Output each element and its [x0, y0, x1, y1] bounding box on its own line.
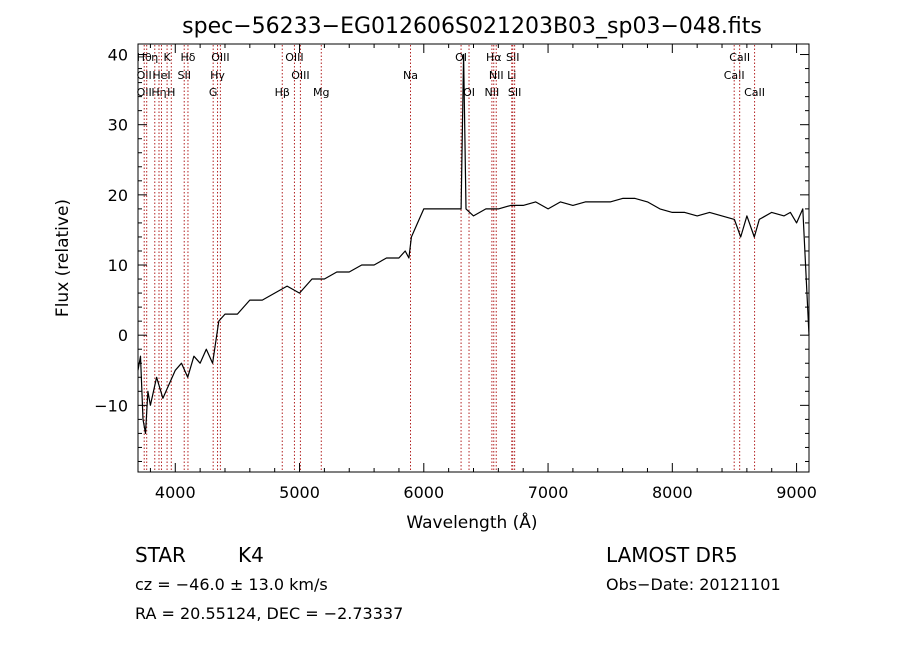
- spectral-line-label: Li: [507, 69, 516, 82]
- spectral-line-label: G: [209, 86, 218, 99]
- spectral-line-label: CaII: [724, 69, 745, 82]
- spectral-line-label: NII: [489, 69, 504, 82]
- spectral-line-label: η: [151, 51, 158, 64]
- spectral-line-label: CaII: [729, 51, 750, 64]
- spectral-line-label: CaII: [744, 86, 765, 99]
- redshift-cz: cz = −46.0 ± 13.0 km/s: [135, 575, 328, 594]
- plot-frame: [137, 43, 810, 473]
- star-subclass: K4: [238, 543, 264, 567]
- x-tick-label: 4000: [155, 483, 196, 502]
- spectral-line-label: K: [163, 51, 171, 64]
- spectral-line-label: OI: [463, 86, 475, 99]
- spectral-line-label: SII: [508, 86, 521, 99]
- y-tick-label: 20: [108, 186, 128, 205]
- x-tick-label: 8000: [652, 483, 693, 502]
- chart-title: spec−56233−EG012606S021203B03_sp03−048.f…: [182, 14, 762, 39]
- spectral-line-label: Hθ: [137, 51, 152, 64]
- spectral-line-label: OIII: [291, 69, 309, 82]
- spectral-line-label: SII: [177, 69, 190, 82]
- y-tick-label: −10: [94, 396, 128, 415]
- spectral-line-label: HeI: [152, 69, 170, 82]
- x-axis-label: Wavelength (Å): [406, 511, 537, 533]
- y-axis: −10 0 10 20 30 40: [94, 46, 809, 462]
- spectral-line-label: SII: [506, 51, 519, 64]
- survey-name: LAMOST DR5: [606, 543, 738, 567]
- spectral-line-label: OIII: [285, 51, 303, 64]
- spectral-line-label: Hβ: [275, 86, 290, 99]
- spectral-line-label: Hα: [486, 51, 502, 64]
- spectral-line-label: OII: [137, 86, 152, 99]
- star-class: STAR: [135, 543, 186, 567]
- spectral-line-label: Hγ: [210, 69, 225, 82]
- spectral-line-label: OIII: [211, 51, 229, 64]
- spectral-line-label: Hη: [151, 86, 166, 99]
- ra-dec: RA = 20.55124, DEC = −2.73337: [135, 604, 403, 623]
- x-tick-label: 7000: [528, 483, 569, 502]
- spectral-line-label: Na: [403, 69, 418, 82]
- y-tick-label: 30: [108, 116, 128, 135]
- x-tick-label: 9000: [776, 483, 817, 502]
- spectral-line-label: H: [167, 86, 175, 99]
- observation-date: Obs−Date: 20121101: [606, 575, 781, 594]
- y-tick-label: 0: [118, 326, 128, 345]
- x-tick-label: 5000: [279, 483, 320, 502]
- y-tick-label: 40: [108, 46, 128, 65]
- spectral-line-label: OI: [455, 51, 467, 64]
- spectral-line-label: NII: [485, 86, 500, 99]
- flux-series-line: [137, 53, 810, 434]
- plot-area: HθOIIOIIηHηHeIKHSIIHδGHγOIIIHβOIIIOIIIMg…: [137, 45, 810, 471]
- y-tick-label: 10: [108, 256, 128, 275]
- spectral-line-label: OII: [137, 69, 152, 82]
- y-axis-label: Flux (relative): [53, 199, 73, 317]
- x-axis: 4000 5000 6000 7000 8000 9000: [149, 44, 817, 502]
- x-tick-label: 6000: [403, 483, 444, 502]
- spectral-line-label: Hδ: [180, 51, 195, 64]
- spectral-line-label: Mg: [313, 86, 329, 99]
